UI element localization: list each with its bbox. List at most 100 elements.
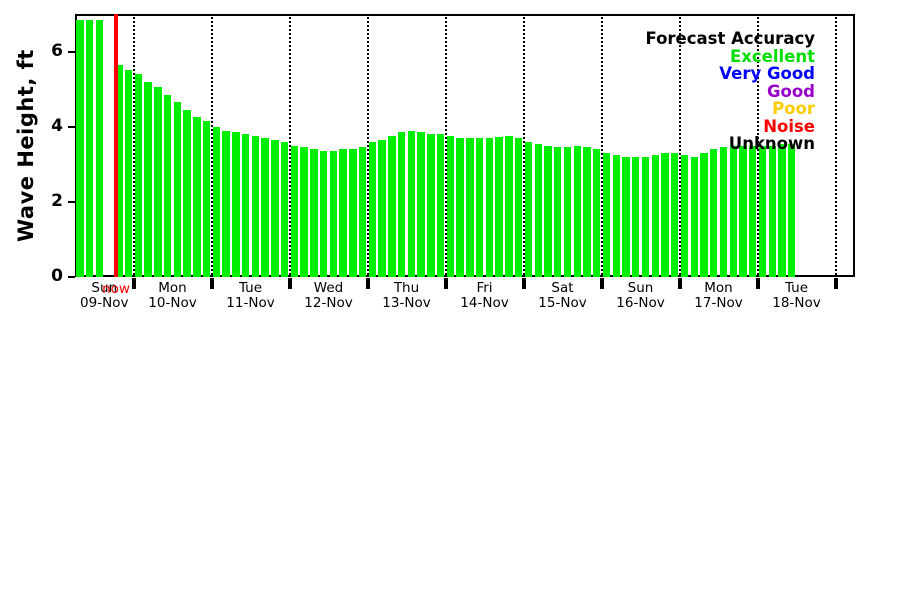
day-date: 11-Nov — [226, 295, 275, 311]
wave-height-bar — [749, 145, 757, 277]
day-separator-line — [210, 14, 213, 275]
wave-height-bar — [456, 138, 464, 277]
wave-height-bar — [144, 81, 152, 277]
day-date: 17-Nov — [694, 295, 743, 311]
x-axis-day-tick — [443, 278, 448, 289]
wave-height-bar — [397, 132, 406, 277]
day-date: 18-Nov — [772, 295, 821, 311]
wave-height-bar — [690, 156, 698, 277]
legend-title: Forecast Accuracy — [645, 29, 815, 48]
wave-height-bar — [407, 130, 416, 277]
wave-height-bar — [758, 145, 767, 277]
day-name: Wed — [313, 280, 344, 296]
wave-height-bar — [602, 153, 611, 277]
wave-height-bar — [651, 154, 659, 277]
wave-height-bar — [573, 145, 581, 277]
wave-height-bar — [368, 141, 377, 277]
wave-height-bar — [86, 19, 94, 277]
day-name: Tue — [238, 280, 263, 296]
legend-item: Excellent — [729, 46, 815, 66]
day-separator-line — [678, 14, 681, 275]
wave-height-bar — [329, 151, 338, 277]
day-separator-line — [522, 14, 525, 275]
legend-item: Unknown — [728, 134, 815, 153]
day-date: 09-Nov — [80, 295, 129, 311]
x-axis-day-tick — [365, 278, 370, 289]
day-date: 12-Nov — [304, 295, 353, 311]
legend-item: Very Good — [719, 64, 815, 83]
x-axis-day-label: Tue 11-Nov — [212, 281, 290, 311]
y-tick-mark — [68, 276, 75, 278]
wave-height-bar — [612, 154, 620, 277]
day-separator-line — [600, 14, 603, 275]
x-axis-day-label: Sun 09-Nov — [65, 281, 143, 311]
y-tick-mark — [68, 50, 75, 53]
wave-height-bar — [261, 138, 269, 277]
day-name: Tue — [784, 280, 809, 296]
wave-height-bar — [622, 156, 630, 277]
day-name: Sun — [627, 280, 654, 296]
wave-height-bar — [319, 151, 328, 277]
wave-height-bar — [212, 126, 221, 277]
wave-height-bar — [515, 138, 523, 277]
y-tick-label: 4 — [51, 115, 63, 136]
legend-item: Poor — [772, 99, 815, 118]
wave-height-bar — [485, 138, 494, 277]
x-axis-day-tick — [677, 278, 682, 289]
wave-height-bar — [222, 130, 230, 277]
day-separator-line — [444, 14, 447, 275]
day-name: Fri — [476, 280, 493, 296]
wave-height-bar — [241, 134, 250, 277]
x-axis-day-tick — [833, 278, 838, 289]
wave-height-bar — [290, 145, 299, 277]
wave-height-bar — [378, 139, 386, 277]
legend: Forecast Accuracy Excellent Very Good Good P… — [645, 30, 815, 153]
wave-height-bar — [719, 147, 728, 277]
wave-height-bar — [495, 137, 503, 277]
day-name: Mon — [704, 280, 733, 296]
wave-height-bar — [524, 141, 533, 277]
x-axis-day-label: Mon 17-Nov — [680, 281, 758, 311]
wave-height-bar — [729, 145, 737, 277]
wave-height-forecast-chart: Wave Height, ft 0 2 4 6 Sun 09-Nov Mon 10-Nov Tu… — [14, 14, 855, 311]
wave-height-bar — [154, 87, 162, 277]
day-name: Thu — [393, 280, 420, 296]
wave-height-bar — [339, 149, 347, 277]
x-axis-day-label: Thu 13-Nov — [368, 281, 446, 311]
y-tick-label: 2 — [51, 190, 63, 211]
now-label: now — [102, 281, 130, 297]
wave-height-bar — [358, 147, 367, 277]
wave-height-bar — [788, 143, 796, 277]
legend-item: Good — [766, 81, 815, 101]
wave-height-bar — [710, 149, 718, 277]
wave-height-bar — [115, 64, 123, 277]
wave-height-bar — [739, 145, 747, 277]
wave-height-bar — [475, 138, 484, 277]
x-axis-day-label: Wed 12-Nov — [290, 281, 368, 311]
wave-height-bar — [661, 153, 669, 277]
x-axis-day-tick — [209, 278, 214, 289]
day-separator-line — [366, 14, 369, 275]
wave-height-bar — [271, 139, 279, 277]
wave-height-bar — [534, 143, 542, 277]
x-axis-day-label: Fri 14-Nov — [446, 281, 524, 311]
wave-height-bar — [544, 145, 552, 277]
wave-height-bar — [554, 147, 562, 277]
wave-height-bar — [671, 153, 679, 277]
day-date: 15-Nov — [538, 295, 587, 311]
wave-height-bar — [417, 132, 425, 277]
day-date: 14-Nov — [460, 295, 509, 311]
day-separator-line — [834, 14, 837, 275]
x-axis-day-tick — [599, 278, 604, 289]
wave-height-bar — [125, 70, 133, 277]
wave-height-bar — [310, 149, 318, 277]
legend-item: Noise — [763, 116, 815, 136]
wave-height-bar — [349, 149, 357, 277]
x-axis-day-label: Tue 18-Nov — [758, 281, 836, 311]
x-axis-day-tick — [131, 278, 136, 289]
x-axis-day-tick — [755, 278, 760, 289]
y-tick-label: 6 — [51, 40, 63, 61]
wave-height-bar — [446, 136, 455, 277]
wave-height-bar — [466, 138, 474, 277]
